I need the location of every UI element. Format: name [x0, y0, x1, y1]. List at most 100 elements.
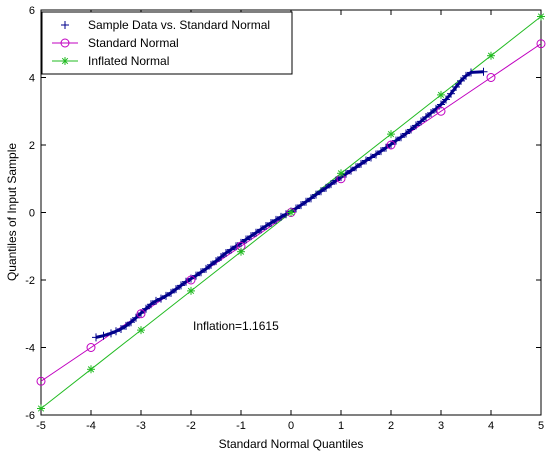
series-2-point-8 — [437, 90, 445, 99]
series-0-point-46 — [327, 180, 335, 189]
series-0-point-22 — [207, 260, 215, 269]
series-0-point-13 — [162, 291, 170, 300]
series-0-point-14 — [167, 288, 175, 297]
series-0-point-19 — [192, 271, 200, 280]
series-0-point-66 — [427, 108, 435, 117]
series-0-point-44 — [317, 187, 325, 196]
series-2-point-4 — [237, 247, 245, 256]
legend-label-1: Standard Normal — [88, 36, 179, 50]
series-0-point-33 — [262, 222, 270, 230]
series-0-point-7 — [132, 313, 140, 322]
data-markers — [36, 12, 546, 413]
series-0-point-15 — [172, 285, 180, 294]
series-0-point-74 — [467, 68, 475, 77]
x-tick-label-6: 1 — [338, 420, 344, 432]
series-0-point-41 — [302, 197, 310, 206]
legend-marker-0 — [61, 21, 69, 29]
legend-items: Sample Data vs. Standard Normal Standard … — [52, 18, 270, 68]
series-0-point-16 — [177, 281, 185, 290]
x-tick-label-7: 2 — [388, 420, 394, 432]
series-0-point-36 — [277, 212, 285, 221]
series-0-point-2 — [107, 329, 115, 338]
series-0-point-34 — [267, 218, 275, 227]
series-0-point-54 — [367, 153, 375, 162]
legend: Sample Data vs. Standard Normal Standard … — [41, 11, 293, 75]
series-0-point-10 — [147, 300, 155, 309]
series-0-point-23 — [212, 257, 220, 266]
series-1-point-9 — [486, 73, 496, 82]
series-0-point-11 — [152, 296, 160, 305]
series-0-point-69 — [442, 95, 450, 104]
x-tick-label-4: -1 — [236, 420, 246, 432]
series-0-point-70 — [447, 89, 455, 98]
legend-marker-1 — [60, 38, 70, 48]
series-1-point-1 — [86, 343, 96, 352]
series-1-point-7 — [386, 140, 396, 150]
series-0-point-50 — [347, 166, 355, 175]
series-0-point-1 — [99, 331, 108, 340]
series-0-point-59 — [392, 136, 400, 145]
y-tick-label-6: 6 — [29, 5, 35, 17]
series-0-point-53 — [362, 156, 370, 165]
series-0-point-30 — [247, 232, 255, 241]
series-0-point-29 — [242, 235, 250, 244]
series-0-point-31 — [252, 228, 260, 237]
x-tick-label-0: -5 — [36, 420, 46, 432]
series-0-point-51 — [352, 163, 360, 172]
series-0-point-57 — [382, 143, 390, 152]
legend-label-0: Sample Data vs. Standard Normal — [88, 18, 270, 32]
series-0-point-17 — [182, 277, 190, 286]
y-tick-label-4: 2 — [29, 140, 35, 152]
series-0-point-9 — [142, 304, 150, 313]
legend-entry-0: Sample Data vs. Standard Normal — [61, 18, 270, 32]
series-0-point-8 — [137, 309, 145, 318]
series-0-point-39 — [292, 204, 300, 213]
legend-label-2: Inflated Normal — [88, 54, 169, 68]
series-0-point-43 — [312, 190, 320, 199]
series-0-point-45 — [322, 183, 330, 192]
legend-marker-2 — [61, 57, 69, 65]
series-0-point-5 — [122, 321, 130, 330]
series-1-point-3 — [186, 275, 196, 285]
series-2-point-7 — [387, 130, 395, 139]
x-tick-label-5: 0 — [288, 420, 294, 432]
y-tick-label-0: -6 — [25, 410, 35, 422]
series-0-point-4 — [117, 324, 125, 333]
inflation-annotation: Inflation=1.1615 — [193, 319, 279, 333]
series-0-point-65 — [422, 112, 430, 121]
series-2-point-1 — [87, 365, 95, 374]
x-tick-label-2: -3 — [136, 420, 146, 432]
series-1-point-2 — [136, 309, 146, 319]
legend-box — [41, 11, 293, 75]
series-0-point-47 — [332, 176, 340, 185]
series-0-point-20 — [197, 268, 205, 277]
series-0-point-55 — [372, 150, 380, 159]
series-0-point-56 — [377, 147, 385, 156]
series-0-point-0 — [92, 333, 100, 342]
series-0-point-32 — [257, 225, 265, 234]
series-0-point-42 — [307, 194, 315, 203]
series-2-point-5 — [287, 208, 295, 217]
series-0-point-63 — [412, 121, 420, 130]
series-0-point-26 — [227, 245, 235, 254]
series-0-point-12 — [157, 294, 165, 303]
y-tick-label-3: 0 — [29, 208, 35, 220]
legend-entry-2: Inflated Normal — [52, 54, 169, 68]
series-0-point-52 — [357, 159, 365, 168]
series-2-point-2 — [137, 326, 145, 335]
series-0-point-61 — [402, 129, 410, 138]
legend-entry-1: Standard Normal — [52, 36, 179, 50]
series-0-point-64 — [417, 117, 425, 126]
series-0-point-35 — [272, 215, 280, 224]
series-0-point-71 — [452, 82, 460, 91]
series-2-point-0 — [37, 404, 45, 413]
series-0-point-62 — [407, 125, 415, 134]
series-0-point-6 — [127, 318, 135, 327]
x-tick-label-10: 5 — [538, 420, 544, 432]
x-tick-label-9: 4 — [488, 420, 494, 432]
series-0-point-24 — [217, 253, 225, 262]
series-0-point-67 — [432, 104, 440, 113]
x-tick-label-3: -2 — [186, 420, 196, 432]
series-0-point-27 — [232, 242, 240, 251]
